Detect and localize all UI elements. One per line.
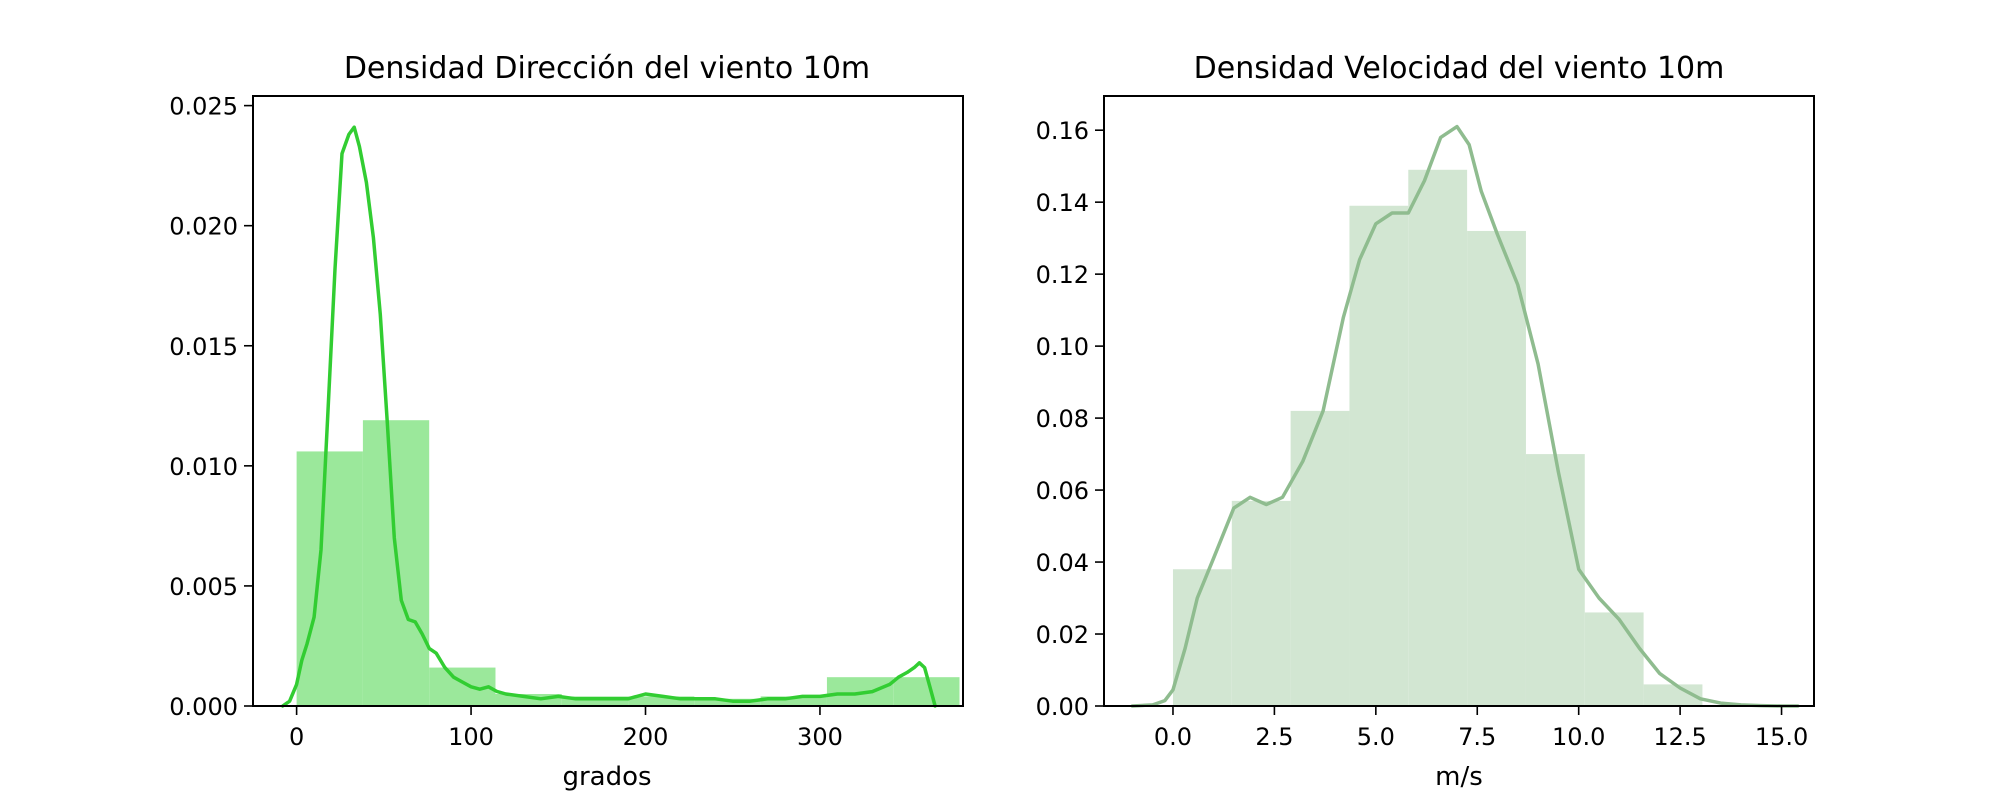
x-tick-label: 0.0 [1154,723,1192,751]
y-tick-label: 0.025 [169,93,238,121]
kde-line [280,125,937,708]
plot-frame-wind-speed [1103,95,1815,707]
histogram-bar [1408,169,1468,706]
x-tick-label: 7.5 [1458,723,1496,751]
histogram-bar [760,696,827,706]
y-ticks-wind-direction: 0.000 0.005 0.010 0.015 0.020 0.025 [169,93,253,721]
y-tick-label: 0.020 [169,213,238,241]
y-ticks-wind-speed: 0.00 0.02 0.04 0.06 0.08 0.10 0.12 0.14 0.16 [1036,117,1104,721]
y-tick-label: 0.04 [1036,549,1089,577]
y-tick-label: 0.02 [1036,621,1089,649]
x-tick-label: 10.0 [1552,723,1605,751]
x-tick-label: 300 [797,723,843,751]
histogram-bar [1290,410,1350,706]
chart-title-wind-speed: Densidad Velocidad del viento 10m [1194,51,1725,86]
histogram-bar [1643,684,1703,706]
histogram-bar [561,696,629,706]
x-ticks-wind-direction: 0 100 200 300 [289,706,843,751]
histogram-bar [893,677,960,706]
histogram-bar [1231,500,1291,706]
x-axis-label-wind-speed: m/s [1435,762,1483,792]
chart-wind-speed: Densidad Velocidad del viento 10m m/s 0.… [1036,51,1815,792]
y-tick-label: 0.00 [1036,693,1089,721]
x-ticks-wind-speed: 0.0 2.5 5.0 7.5 10.0 12.5 15.0 [1154,706,1808,751]
y-tick-label: 0.14 [1036,189,1089,217]
y-tick-label: 0.12 [1036,261,1089,289]
x-tick-label: 2.5 [1255,723,1293,751]
y-tick-label: 0.08 [1036,405,1089,433]
y-tick-label: 0.010 [169,453,238,481]
histogram-bar [628,696,695,706]
histogram-bar [1584,612,1644,706]
y-tick-label: 0.06 [1036,477,1089,505]
histogram-bar [694,698,761,706]
x-tick-label: 5.0 [1357,723,1395,751]
kde-line-wind-speed [1130,124,1800,708]
y-tick-label: 0.10 [1036,333,1089,361]
x-tick-label: 0 [289,723,304,751]
histogram-bar [1467,230,1526,706]
y-tick-label: 0.16 [1036,117,1089,145]
chart-wind-direction: Densidad Dirección del viento 10m grados… [169,51,964,792]
x-tick-label: 100 [448,723,494,751]
x-tick-label: 15.0 [1755,723,1808,751]
x-tick-label: 12.5 [1653,723,1706,751]
histogram-bar [1525,454,1585,706]
chart-title-wind-direction: Densidad Dirección del viento 10m [344,51,870,86]
histogram-bar [1172,569,1232,706]
kde-line [1130,124,1800,708]
histogram-bar [296,451,363,706]
y-tick-label: 0.000 [169,693,238,721]
plot-frame-wind-direction [252,95,964,707]
x-tick-label: 200 [623,723,669,751]
histogram-bar [1349,205,1409,706]
histogram-bars-wind-speed [1172,169,1703,706]
x-axis-label-wind-direction: grados [562,762,651,792]
y-tick-label: 0.005 [169,573,238,601]
y-tick-label: 0.015 [169,333,238,361]
kde-line-wind-direction [280,125,937,708]
